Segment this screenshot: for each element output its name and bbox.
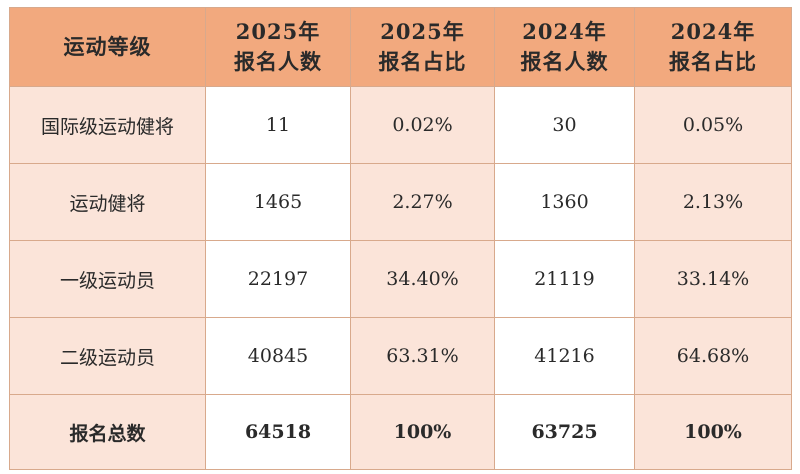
- table-body: 国际级运动健将 11 0.02% 30 0.05% 运动健将 1465 2.27…: [9, 86, 792, 470]
- cell-count-2024: 30: [494, 86, 635, 164]
- header-2025-share: 2025年 报名占比: [350, 7, 495, 87]
- cell-level: 国际级运动健将: [9, 86, 206, 164]
- cell-share-2024: 2.13%: [634, 163, 792, 241]
- cell-level: 运动健将: [9, 163, 206, 241]
- table-row: 国际级运动健将 11 0.02% 30 0.05%: [9, 86, 792, 164]
- table-row: 二级运动员 40845 63.31% 41216 64.68%: [9, 317, 792, 395]
- cell-share-2025: 63.31%: [350, 317, 495, 395]
- table-row: 一级运动员 22197 34.40% 21119 33.14%: [9, 240, 792, 318]
- total-count-2024: 63725: [494, 394, 635, 470]
- registration-table-container: 运动等级 2025年 报名人数 2025年 报名占比 2024年 报名人数 20…: [9, 7, 792, 470]
- cell-count-2024: 21119: [494, 240, 635, 318]
- header-sport-level: 运动等级: [9, 7, 206, 87]
- cell-count-2024: 41216: [494, 317, 635, 395]
- total-label: 报名总数: [9, 394, 206, 470]
- cell-share-2024: 33.14%: [634, 240, 792, 318]
- cell-level: 二级运动员: [9, 317, 206, 395]
- header-2025-count: 2025年 报名人数: [205, 7, 351, 87]
- header-2024-count-label: 报名人数: [520, 49, 609, 74]
- table-header: 运动等级 2025年 报名人数 2025年 报名占比 2024年 报名人数 20…: [9, 7, 792, 87]
- total-share-2024: 100%: [634, 394, 792, 470]
- table-row: 运动健将 1465 2.27% 1360 2.13%: [9, 163, 792, 241]
- cell-level: 一级运动员: [9, 240, 206, 318]
- header-2024-share-label: 报名占比: [669, 49, 757, 74]
- cell-share-2024: 64.68%: [634, 317, 792, 395]
- total-share-2025: 100%: [350, 394, 495, 470]
- header-2024-share: 2024年 报名占比: [634, 7, 792, 87]
- header-2024-count: 2024年 报名人数: [494, 7, 635, 87]
- header-sport-level-text: 运动等级: [63, 34, 152, 59]
- cell-count-2025: 22197: [205, 240, 351, 318]
- header-2024-share-year: 2024年: [670, 19, 756, 44]
- header-2025-share-year: 2025年: [380, 19, 465, 44]
- cell-count-2025: 40845: [205, 317, 351, 395]
- cell-share-2025: 0.02%: [350, 86, 495, 164]
- registration-table: 运动等级 2025年 报名人数 2025年 报名占比 2024年 报名人数 20…: [9, 7, 792, 470]
- header-row: 运动等级 2025年 报名人数 2025年 报名占比 2024年 报名人数 20…: [9, 7, 792, 87]
- header-2025-share-label: 报名占比: [378, 49, 467, 74]
- header-2025-count-year: 2025年: [235, 19, 321, 44]
- header-2025-count-label: 报名人数: [234, 49, 322, 74]
- cell-share-2024: 0.05%: [634, 86, 792, 164]
- total-count-2025: 64518: [205, 394, 351, 470]
- total-row: 报名总数 64518 100% 63725 100%: [9, 394, 792, 470]
- cell-share-2025: 34.40%: [350, 240, 495, 318]
- cell-share-2025: 2.27%: [350, 163, 495, 241]
- header-2024-count-year: 2024年: [522, 19, 607, 44]
- cell-count-2024: 1360: [494, 163, 635, 241]
- cell-count-2025: 1465: [205, 163, 351, 241]
- cell-count-2025: 11: [205, 86, 351, 164]
